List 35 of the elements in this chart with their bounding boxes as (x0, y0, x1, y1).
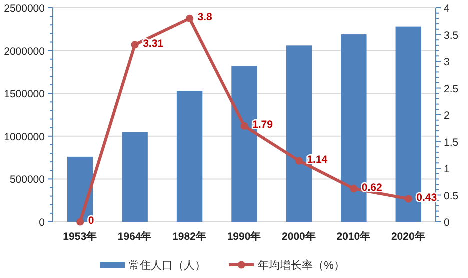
point (350, 185, 358, 193)
y-tick-label: 0 (39, 217, 46, 229)
x-tick-label: 1964年 (118, 230, 152, 243)
x-tick-label: 2000年 (282, 230, 316, 243)
data-label: 3.31 (143, 38, 164, 50)
data-label: 3.8 (198, 12, 213, 24)
x-tick-label: 1990年 (227, 230, 262, 243)
y-tick-label: 1000000 (4, 131, 46, 144)
y2-tick-label: 3.5 (444, 30, 459, 42)
point (186, 14, 194, 22)
x-tick-label: 2020年 (391, 230, 426, 243)
y2-tick-label: 4 (444, 3, 450, 15)
point (131, 41, 139, 49)
point (240, 122, 248, 130)
point (76, 218, 84, 226)
y-tick-label: 2000000 (4, 46, 46, 58)
x-tick-label: 1982年 (172, 230, 207, 243)
y-tick-label: 500000 (10, 174, 46, 186)
y-tick-label: 2500000 (4, 3, 46, 15)
bar (122, 132, 148, 222)
y2-tick-label: 1.5 (444, 136, 459, 149)
y2-tick-label: 3 (444, 56, 450, 68)
y2-tick-label: 0.5 (444, 190, 459, 202)
y2-tick-label: 2 (444, 110, 450, 122)
point (404, 195, 412, 203)
y2-tick-label: 2.5 (444, 83, 459, 96)
legend-label: 常住人口（人） (129, 259, 206, 272)
point (295, 157, 304, 165)
bar (176, 91, 203, 222)
x-tick-label: 2010年 (336, 230, 372, 243)
y-tick-label: 1500000 (4, 88, 46, 101)
y2-tick-label: 1 (444, 164, 450, 176)
y2-tick-label: 0 (444, 217, 450, 229)
legend-label: 年均增长率（%） (258, 259, 345, 272)
x-tick-label: 1953年 (63, 230, 98, 243)
